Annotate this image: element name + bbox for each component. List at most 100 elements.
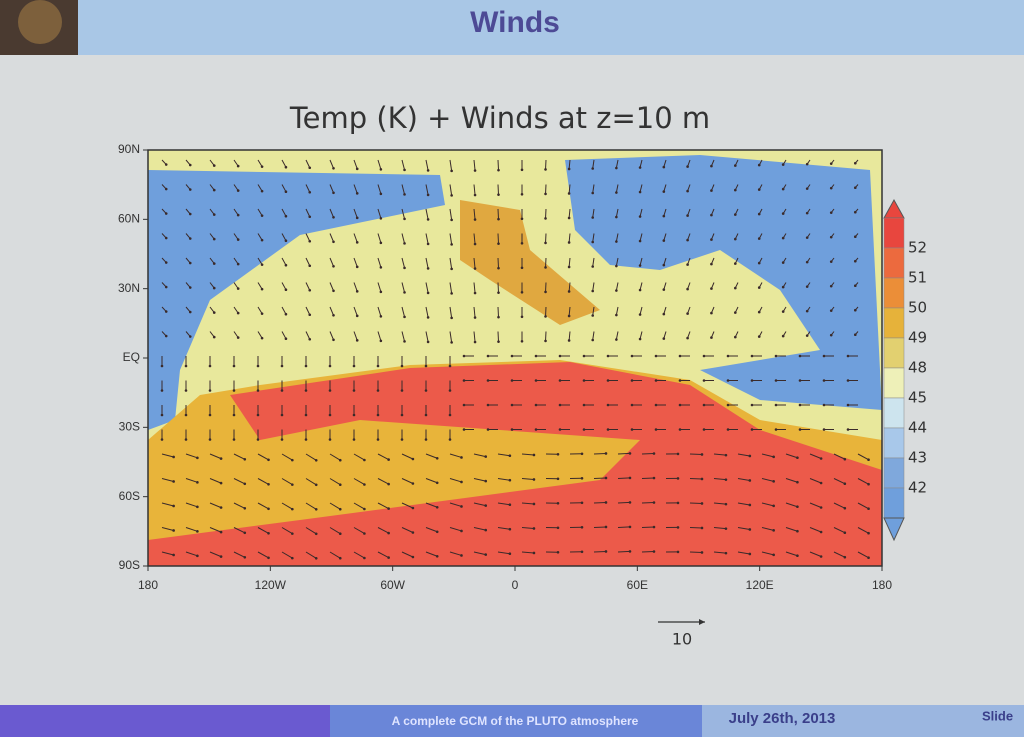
wind-arrow-head — [450, 218, 453, 222]
wind-arrow-head — [188, 310, 192, 314]
wind-arrow — [615, 282, 619, 291]
wind-arrow — [833, 478, 846, 485]
wind-arrow-head — [757, 335, 761, 338]
wind-arrow-head — [520, 315, 524, 319]
wind-arrow — [568, 306, 571, 317]
wind-arrow-head — [508, 478, 512, 482]
wind-arrow — [209, 527, 222, 533]
wind-arrow-head — [308, 337, 312, 341]
wind-arrow-head — [757, 286, 761, 289]
wind-arrow — [377, 551, 389, 559]
wind-arrow-head — [630, 428, 634, 431]
wind-arrow — [857, 478, 869, 485]
wind-arrow-head — [236, 311, 240, 315]
wind-arrow — [857, 551, 869, 559]
wind-arrow-head — [196, 481, 199, 484]
wind-arrow-head — [403, 266, 406, 270]
colorbar: 52 51 50 49 48 45 44 43 42 — [883, 198, 927, 542]
wind-arrow-head — [284, 239, 288, 242]
wind-arrow-head — [462, 403, 466, 407]
colorbar-segment — [883, 247, 905, 279]
wind-arrow — [737, 478, 750, 481]
wind-arrow — [473, 159, 476, 171]
wind-arrow — [305, 159, 311, 168]
wind-arrow-head — [486, 403, 490, 407]
wind-arrow-head — [403, 168, 406, 172]
wind-arrow-head — [403, 315, 406, 319]
wind-arrow-head — [450, 169, 453, 173]
wind-arrow — [305, 233, 311, 242]
wind-arrow-head — [338, 532, 342, 536]
wind-arrow-head — [508, 454, 512, 458]
wind-arrow-head — [172, 553, 175, 557]
logo — [18, 0, 62, 44]
wind-arrow — [377, 306, 382, 317]
wind-arrow-head — [781, 163, 785, 166]
wind-arrow — [353, 233, 358, 243]
wind-arrow — [617, 501, 631, 504]
wind-arrow-head — [867, 458, 870, 462]
wind-arrow-head — [232, 413, 236, 417]
wind-arrow-head — [426, 169, 430, 172]
wind-arrow-head — [822, 403, 826, 407]
wind-arrow — [257, 453, 269, 461]
wind-arrow-head — [567, 216, 571, 220]
wind-arrow — [833, 453, 846, 460]
wind-arrow-head — [184, 389, 188, 392]
wind-arrow-head — [462, 428, 466, 431]
wind-arrow-head — [219, 530, 223, 534]
wind-arrow — [449, 453, 462, 458]
wind-arrow-head — [853, 210, 857, 214]
wind-arrow-head — [819, 481, 823, 485]
wind-arrow-head — [164, 236, 168, 240]
wind-arrow-head — [188, 163, 192, 167]
wind-arrow-head — [510, 379, 514, 382]
wind-arrow — [329, 282, 334, 291]
wind-arrow — [377, 282, 382, 293]
wind-arrow — [425, 282, 429, 293]
wind-arrow — [521, 502, 535, 505]
wind-arrow — [497, 453, 510, 457]
wind-arrow-head — [424, 364, 428, 368]
wind-arrow-head — [615, 313, 618, 317]
wind-arrow-head — [686, 189, 689, 193]
wind-arrow — [329, 331, 334, 340]
wind-arrow — [473, 257, 476, 269]
wind-arrow-head — [291, 458, 294, 462]
wind-arrow-head — [615, 240, 618, 243]
wind-arrow-head — [846, 354, 850, 358]
wind-arrow — [401, 257, 406, 269]
wind-arrow-head — [497, 340, 500, 343]
wind-arrow-head — [376, 413, 380, 417]
wind-arrow-head — [260, 238, 264, 242]
wind-arrow-head — [846, 403, 850, 407]
wind-arrow — [401, 331, 406, 342]
wind-arrow-head — [819, 506, 823, 509]
wind-arrow-head — [582, 428, 586, 431]
wind-arrow-head — [567, 167, 571, 171]
wind-arrow — [281, 331, 287, 339]
wind-arrow — [568, 282, 571, 292]
wind-arrow — [161, 453, 174, 458]
wind-arrow-head — [628, 452, 632, 455]
wind-arrow-head — [284, 337, 288, 340]
wind-arrow — [592, 233, 595, 243]
wind-arrow — [305, 551, 317, 559]
wind-arrow-head — [267, 482, 270, 486]
wind-arrow-head — [232, 438, 236, 441]
wind-arrow-head — [843, 482, 847, 485]
wind-arrow-head — [781, 187, 785, 191]
wind-arrow-head — [280, 413, 284, 417]
wind-arrow — [568, 159, 571, 170]
wind-arrow — [425, 208, 429, 220]
wind-arrow-head — [734, 164, 737, 167]
footer-slide: Slide — [982, 708, 1013, 723]
wind-arrow-head — [355, 314, 359, 318]
wind-arrow-head — [798, 428, 802, 431]
wind-arrow-head — [332, 289, 335, 293]
wind-arrow — [473, 184, 476, 196]
wind-arrow-head — [484, 504, 488, 507]
wind-arrow-head — [678, 379, 682, 382]
wind-arrow-head — [558, 354, 562, 358]
